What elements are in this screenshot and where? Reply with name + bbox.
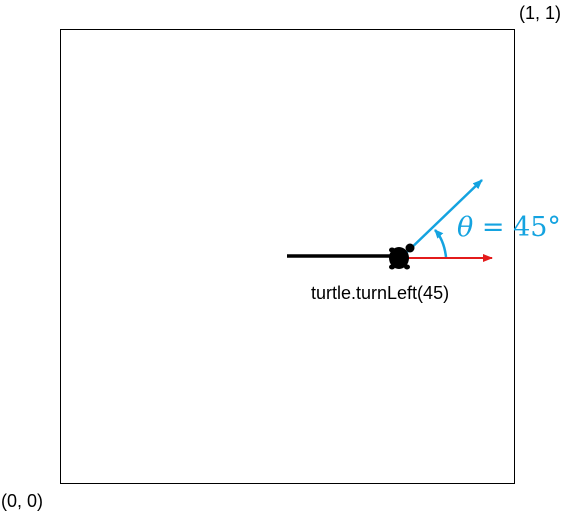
angle-equals: = — [473, 212, 514, 243]
angle-value: 45° — [513, 212, 561, 243]
corner-label-bottom-left: (0, 0) — [1, 491, 44, 511]
turtle-icon — [389, 243, 415, 270]
corner-label-top-right: (1, 1) — [519, 3, 562, 23]
angle-symbol: θ — [457, 212, 474, 243]
angle-label: θ = 45° — [457, 212, 561, 243]
command-caption: turtle.turnLeft(45) — [311, 283, 450, 303]
unit-square-frame — [60, 29, 515, 484]
angle-arc — [434, 229, 448, 258]
heading-after-arrow — [405, 179, 483, 254]
